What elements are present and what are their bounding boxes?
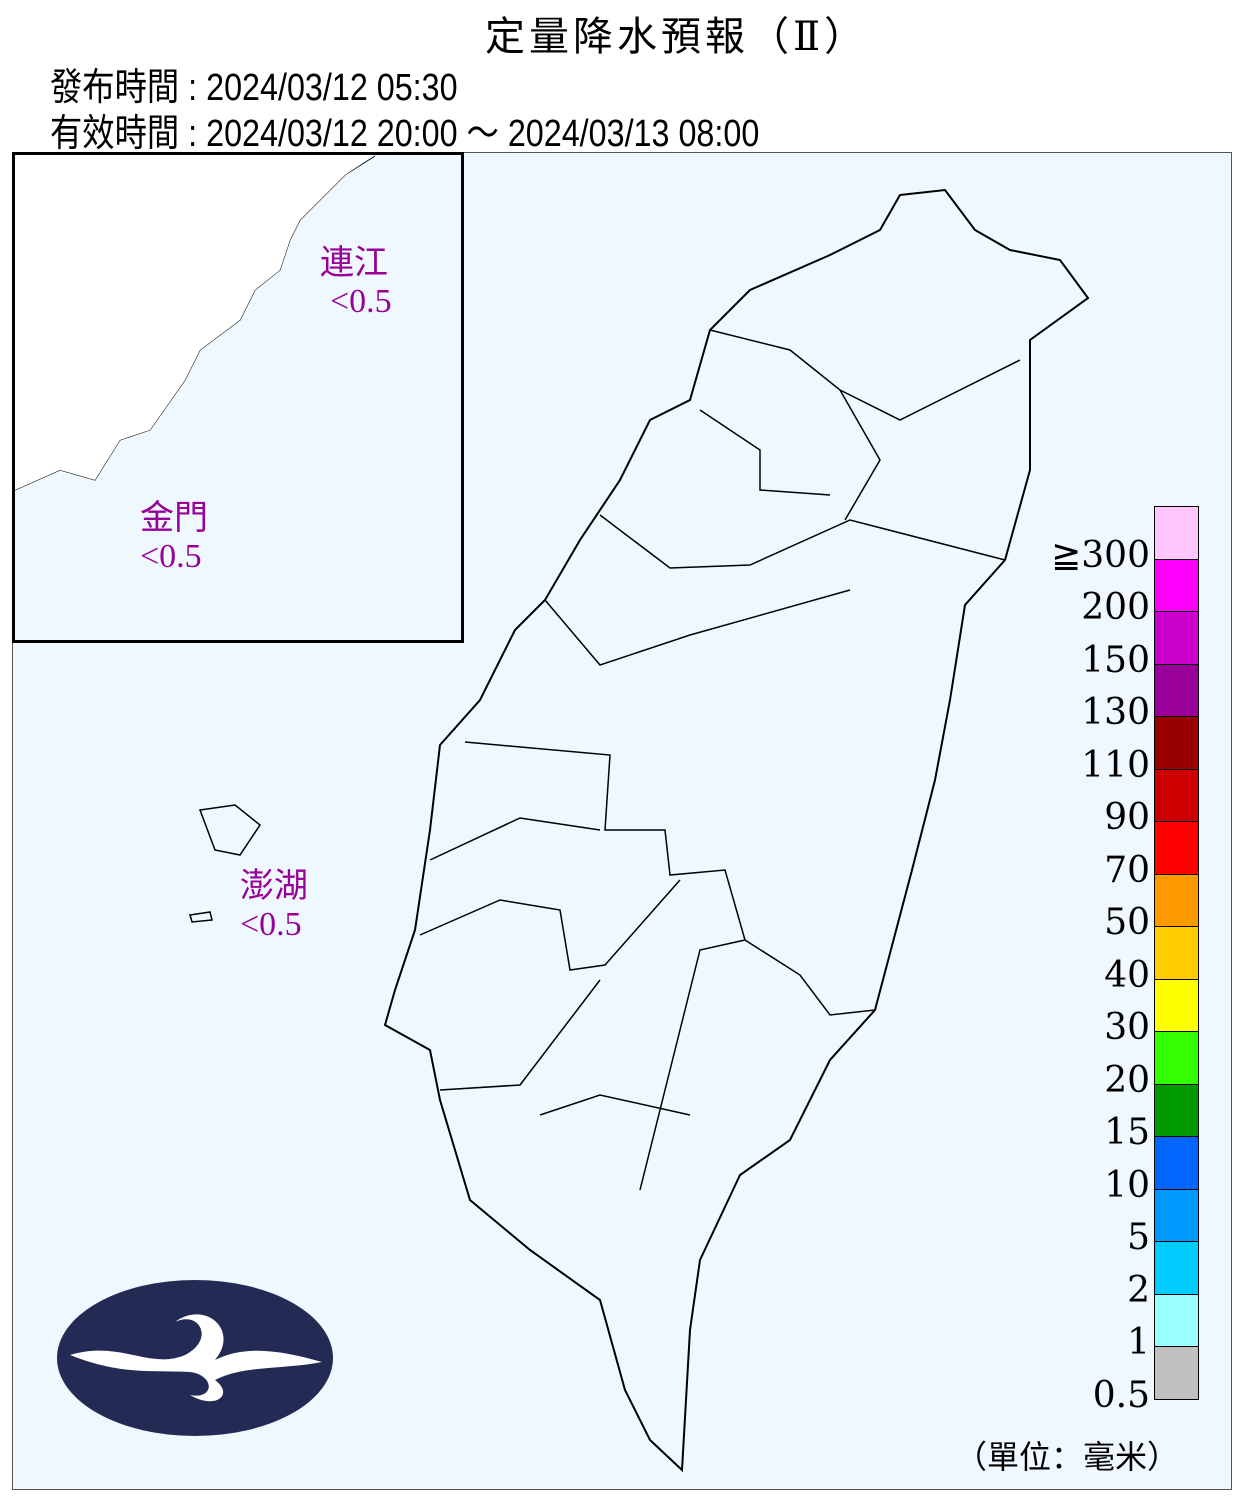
legend-label: ≧300 [1051,534,1150,576]
legend-label: 110 [1081,744,1150,786]
legend-swatch [1154,874,1199,927]
legend-label: 2 [1127,1269,1150,1311]
legend-swatch [1154,664,1199,717]
legend-label: 70 [1104,849,1150,891]
legend-label: 20 [1104,1059,1150,1101]
map-title: 定量降水預報（Ⅱ） [485,14,869,60]
legend-swatch [1154,979,1199,1032]
legend-label: 15 [1104,1112,1150,1153]
legend-swatch [1154,1137,1199,1190]
legend-label: 150 [1081,639,1150,681]
legend-label: 0.5 [1092,1374,1150,1416]
legend-label: 130 [1081,692,1150,733]
legend-label: 5 [1127,1217,1150,1258]
region-label-kinmen: 金門 <0.5 [140,500,208,576]
legend-label: 50 [1104,902,1150,943]
region-label-lienchiang: 連江 <0.5 [320,245,392,321]
region-name: 連江 [320,245,388,282]
legend-swatch [1154,612,1199,665]
region-value: <0.5 [140,538,202,575]
penghu-islands [189,804,262,923]
legend-swatch [1154,1189,1199,1242]
region-name: 澎湖 [240,868,308,905]
legend-swatch [1154,559,1199,612]
cwa-logo [57,1280,333,1436]
unit-label: （單位：毫米） [955,1438,1180,1476]
legend-swatch [1154,1032,1199,1085]
region-value: <0.5 [330,283,392,320]
taiwan-outline [383,188,1090,1473]
legend-label: 1 [1127,1322,1150,1363]
legend-label: 90 [1104,797,1150,838]
region-name: 金門 [140,500,208,537]
color-legend [1154,506,1199,1400]
legend-swatch [1154,1294,1199,1347]
valid-time: 有效時間 : 2024/03/12 20:00 ～ 2024/03/13 08:… [50,113,760,155]
legend-swatch [1154,1242,1199,1295]
china-land [15,155,375,490]
legend-swatch [1154,927,1199,980]
legend-label: 200 [1081,587,1150,628]
legend-swatch [1154,1084,1199,1137]
legend-swatch [1154,717,1199,770]
legend-swatch [1154,769,1199,822]
legend-swatch [1154,506,1199,560]
legend-swatch [1154,1347,1199,1400]
legend-label: 10 [1104,1164,1150,1206]
region-value: <0.5 [240,906,302,943]
issue-time: 發布時間 : 2024/03/12 05:30 [50,67,458,109]
region-label-penghu: 澎湖 <0.5 [240,868,308,944]
legend-label: 40 [1104,954,1150,996]
legend-label: 30 [1104,1007,1150,1048]
county-borders [419,329,1021,1191]
legend-swatch [1154,822,1199,875]
